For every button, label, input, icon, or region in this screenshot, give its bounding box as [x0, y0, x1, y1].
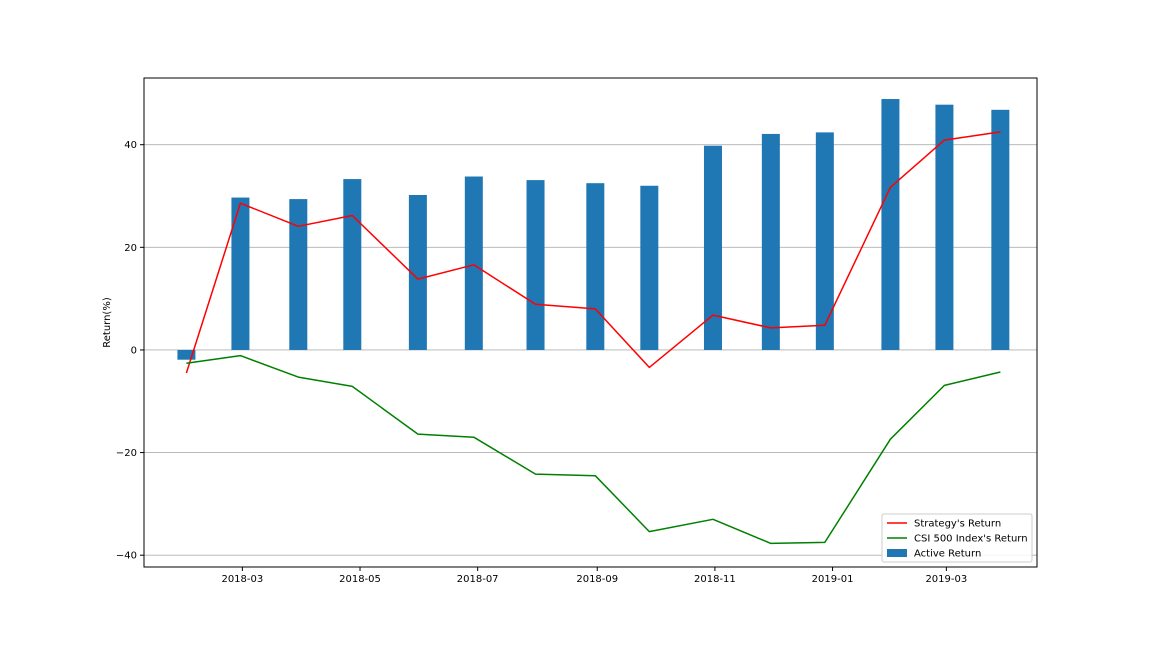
y-axis-ticks: −40 −20 0 20 40 [116, 140, 144, 562]
y-axis-label: Return(%) [102, 297, 113, 348]
bar-active-return [464, 176, 483, 350]
bar-active-return [586, 183, 605, 350]
line-csi500-return [186, 354, 1001, 545]
bar-active-return [231, 197, 250, 350]
x-tick-label: 2019-01 [812, 574, 854, 585]
bar-active-return [991, 109, 1010, 350]
line-series [185, 131, 1001, 545]
bar-active-return [408, 194, 427, 350]
bar-active-return [761, 133, 780, 350]
bar-active-return [815, 132, 834, 350]
bar-active-return [343, 179, 362, 350]
y-tick-label: 0 [131, 345, 137, 356]
x-tick-label: 2018-03 [221, 574, 263, 585]
bar-active-return [640, 185, 659, 350]
x-tick-label: 2018-05 [339, 574, 381, 585]
bar-series-active-return [177, 99, 1010, 360]
bar-active-return [526, 180, 545, 350]
x-axis-ticks: 2018-03 2018-05 2018-07 2018-09 2018-11 2019-… [221, 567, 967, 585]
bar-active-return [289, 199, 308, 350]
bar-active-return [935, 104, 954, 350]
x-tick-label: 2018-07 [457, 574, 499, 585]
y-tick-label: 40 [124, 140, 137, 151]
x-tick-label: 2018-11 [694, 574, 736, 585]
y-tick-label: 20 [124, 243, 137, 254]
legend-swatch-bar [887, 549, 907, 557]
x-tick-label: 2019-03 [925, 574, 967, 585]
legend-label: Active Return [914, 549, 981, 560]
legend-label: CSI 500 Index's Return [914, 534, 1028, 545]
plot-frame [143, 77, 1038, 568]
y-tick-label: −40 [116, 551, 137, 562]
y-tick-label: −20 [116, 448, 137, 459]
line-strategy-return [185, 131, 1001, 374]
x-tick-label: 2018-09 [576, 574, 618, 585]
legend-label: Strategy's Return [914, 519, 1001, 530]
bar-active-return [703, 145, 722, 350]
bar-active-return [881, 99, 900, 350]
legend-box [881, 513, 1033, 563]
bar-active-return [177, 349, 196, 360]
legend: Strategy's Return CSI 500 Index's Return A… [881, 513, 1033, 563]
